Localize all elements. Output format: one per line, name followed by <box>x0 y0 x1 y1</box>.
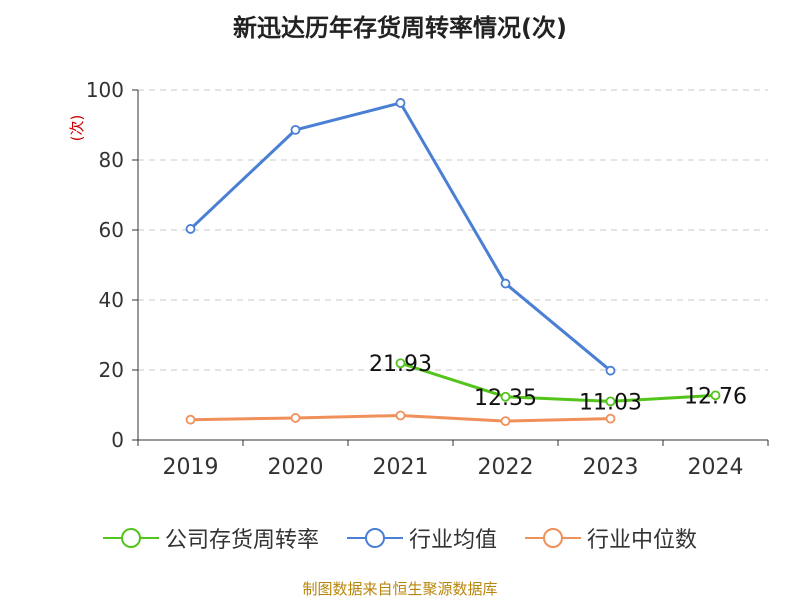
data-point <box>500 278 511 289</box>
y-tick-label: 40 <box>99 288 124 312</box>
data-point <box>500 391 511 402</box>
y-tick-label: 100 <box>86 78 124 102</box>
x-tick-label: 2020 <box>268 455 324 480</box>
legend-label: 行业均值 <box>408 528 497 553</box>
y-tick-label: 20 <box>99 358 124 382</box>
legend-label: 行业中位数 <box>587 528 698 553</box>
y-tick-label: 0 <box>111 428 124 452</box>
legend-swatch <box>346 528 403 548</box>
legend-item[interactable]: 公司存货周转率 <box>102 522 319 554</box>
axes: 0 20 40 60 80 100 2019 2020 2021 2022 2023 2024 (次) <box>68 78 769 480</box>
data-point <box>395 410 406 421</box>
x-tick-label: 2021 <box>373 455 429 480</box>
x-tick-label: 2024 <box>688 455 744 480</box>
data-label: 21.93 <box>369 352 432 377</box>
x-tick-label: 2023 <box>583 455 639 480</box>
data-label: 11.03 <box>579 390 642 415</box>
legend-swatch <box>102 528 159 548</box>
legend-item[interactable]: 行业中位数 <box>525 522 697 554</box>
legend-swatch <box>525 528 581 548</box>
data-point <box>710 390 721 401</box>
x-tick-label: 2019 <box>163 455 219 480</box>
data-labels: 21.93 12.35 11.03 12.76 <box>369 352 747 415</box>
y-axis-label: (次) <box>68 115 86 142</box>
data-point <box>500 416 511 427</box>
data-point <box>605 413 616 424</box>
data-point <box>605 365 616 376</box>
data-label: 12.35 <box>474 386 537 411</box>
series-line-1 <box>189 101 612 372</box>
y-tick-label: 80 <box>99 148 124 172</box>
data-point <box>290 124 301 135</box>
data-point <box>185 224 196 234</box>
legend: 公司存货周转率 行业均值 行业中位数 <box>0 520 800 556</box>
data-point <box>395 98 406 108</box>
legend-item[interactable]: 行业均值 <box>346 522 497 554</box>
data-point <box>185 414 196 425</box>
series-line-0 <box>400 361 716 403</box>
legend-label: 公司存货周转率 <box>164 528 319 553</box>
grid-lines <box>138 89 768 371</box>
data-point <box>290 413 301 423</box>
x-tick-label: 2022 <box>478 455 534 480</box>
y-tick-label: 60 <box>99 218 124 242</box>
footer-note: 制图数据来自恒生聚源数据库 <box>302 580 498 598</box>
chart-title: 新迅达历年存货周转率情况(次) <box>233 14 567 42</box>
series-lines <box>185 98 721 427</box>
data-point <box>605 396 616 407</box>
data-point <box>395 358 406 369</box>
data-label: 12.76 <box>684 384 747 409</box>
